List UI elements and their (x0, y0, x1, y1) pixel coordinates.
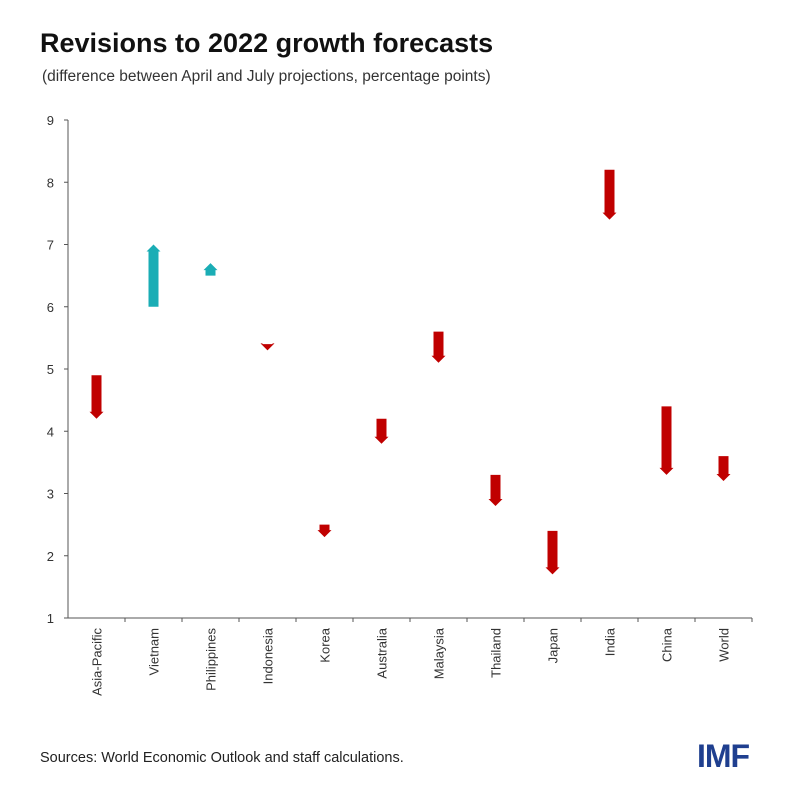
y-tick-label: 1 (47, 611, 54, 626)
x-tick-label: Thailand (489, 628, 504, 678)
x-tick-label: Indonesia (261, 627, 276, 684)
x-tick-label: Korea (318, 627, 333, 662)
x-tick-label: World (717, 628, 732, 662)
chart-title: Revisions to 2022 growth forecasts (40, 28, 494, 58)
chart-subtitle: (difference between April and July proje… (42, 68, 491, 85)
arrow-up-revision (146, 244, 161, 307)
arrow-down-revision (374, 418, 389, 444)
x-tick-label: Australia (375, 627, 390, 678)
arrow-up-revision (203, 263, 218, 276)
arrow-down-revision (545, 530, 560, 575)
arrow-down-revision (317, 524, 332, 538)
x-tick-label: Malaysia (432, 627, 447, 679)
x-tick-label: Vietnam (147, 628, 162, 675)
arrow-down-revision (260, 343, 275, 351)
y-tick-label: 6 (47, 300, 54, 315)
arrow-down-revision (488, 474, 503, 506)
y-tick-label: 4 (47, 424, 54, 439)
y-tick-label: 8 (47, 175, 54, 190)
x-tick-label: Japan (546, 628, 561, 663)
y-tick-label: 2 (47, 549, 54, 564)
x-tick-label: China (660, 627, 675, 662)
arrow-down-revision (716, 456, 731, 482)
x-tick-label: Asia-Pacific (90, 628, 105, 696)
y-tick-label: 5 (47, 362, 54, 377)
arrow-down-revision (89, 375, 104, 419)
x-tick-label: Philippines (204, 628, 219, 691)
x-tick-label: India (603, 627, 618, 656)
arrow-down-revision (659, 406, 674, 475)
imf-logo: IMF (697, 738, 750, 774)
source-note: Sources: World Economic Outlook and staf… (40, 750, 404, 766)
y-tick-label: 3 (47, 487, 54, 502)
arrow-down-revision (602, 169, 617, 220)
y-tick-label: 9 (47, 113, 54, 128)
arrow-down-revision (431, 331, 446, 363)
y-tick-label: 7 (47, 238, 54, 253)
